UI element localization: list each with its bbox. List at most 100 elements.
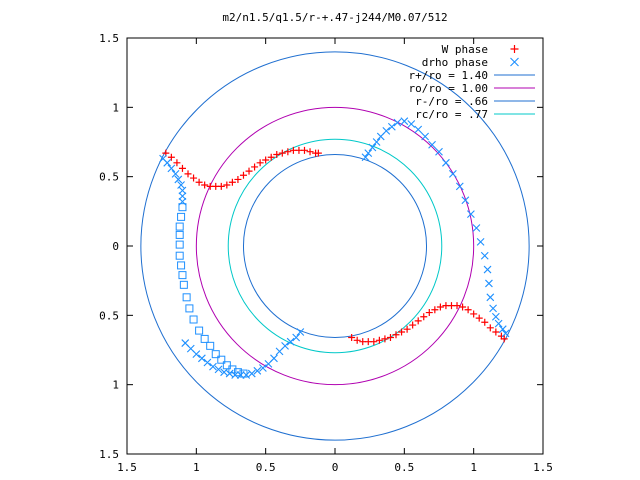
x-tick-label-3: 0 xyxy=(332,461,339,474)
point-drho-phase-34 xyxy=(372,138,381,146)
reference-circles xyxy=(140,51,530,441)
point-drho-phase-3 xyxy=(171,170,180,178)
point-w-phase-2 xyxy=(173,159,181,167)
point-square-9 xyxy=(182,293,191,302)
point-w-phase-11 xyxy=(223,181,231,189)
legend-label-5: rc/ro = .77 xyxy=(415,108,488,121)
point-drho-phase-54 xyxy=(485,279,493,288)
circle-0 xyxy=(140,51,530,441)
point-w-phase-6 xyxy=(195,178,203,186)
point-drho-phase-29 xyxy=(292,333,301,342)
point-drho-phase-14 xyxy=(209,362,217,371)
axis-ticks xyxy=(126,37,544,455)
point-square-6 xyxy=(177,261,186,270)
x-tick-label-0: 1.5 xyxy=(117,461,137,474)
circle-2 xyxy=(242,153,428,339)
point-drho-phase-30 xyxy=(296,328,305,336)
point-w-phase-43 xyxy=(425,309,433,317)
point-w-phase-30 xyxy=(353,336,361,344)
point-drho-phase-46 xyxy=(448,170,457,178)
point-square-14 xyxy=(206,341,215,350)
point-w-phase-42 xyxy=(420,313,428,321)
point-square-15 xyxy=(211,350,220,359)
point-drho-phase-21 xyxy=(247,369,256,378)
point-w-phase-54 xyxy=(486,324,494,332)
point-w-phase-41 xyxy=(414,317,422,325)
point-w-phase-26 xyxy=(306,148,314,156)
point-drho-phase-6 xyxy=(178,186,187,195)
point-drho-phase-57 xyxy=(491,312,500,321)
point-w-phase-39 xyxy=(403,325,411,333)
point-w-phase-35 xyxy=(381,335,389,343)
circle-1 xyxy=(195,106,475,386)
point-w-phase-53 xyxy=(481,318,489,326)
y-tick-label-4: 0.5 xyxy=(99,309,119,322)
point-drho-phase-28 xyxy=(286,337,295,346)
y-tick-label-5: 1 xyxy=(112,379,119,392)
circle-3 xyxy=(227,138,443,354)
point-w-phase-48 xyxy=(453,302,461,310)
point-square-17 xyxy=(222,361,231,370)
legend-label-1: drho phase xyxy=(422,56,488,69)
point-square-5 xyxy=(175,251,184,260)
point-w-phase-57 xyxy=(500,335,508,343)
point-square-13 xyxy=(200,334,209,343)
point-w-phase-17 xyxy=(256,159,264,167)
point-w-phase-22 xyxy=(284,148,292,156)
point-drho-phase-22 xyxy=(253,366,262,375)
point-drho-phase-38 xyxy=(393,118,402,127)
legend-label-4: r-/ro = .66 xyxy=(415,95,488,108)
point-square-16 xyxy=(217,355,226,364)
point-drho-phase-7 xyxy=(178,192,187,200)
point-square-12 xyxy=(195,326,204,335)
tick-labels: 1.5 1 0.5 0 0.5 1 1.51.510.500.511.5 xyxy=(99,32,553,474)
point-drho-phase-32 xyxy=(364,149,373,157)
point-w-phase-21 xyxy=(278,149,286,157)
point-drho-phase-23 xyxy=(259,364,267,372)
point-drho-phase-59 xyxy=(498,325,507,334)
point-drho-phase-1 xyxy=(163,158,172,167)
point-square-0 xyxy=(178,203,187,212)
point-drho-phase-45 xyxy=(442,158,450,167)
point-drho-phase-47 xyxy=(455,182,464,191)
point-w-phase-4 xyxy=(184,170,192,178)
point-w-phase-36 xyxy=(386,334,394,342)
point-w-phase-49 xyxy=(459,303,467,311)
point-drho-phase-42 xyxy=(421,132,430,141)
legend-label-0: W phase xyxy=(442,43,488,56)
point-w-phase-28 xyxy=(314,149,322,157)
point-drho-phase-51 xyxy=(476,237,485,246)
point-drho-phase-15 xyxy=(214,365,223,374)
point-w-phase-37 xyxy=(392,331,400,339)
point-w-phase-33 xyxy=(370,338,378,346)
point-drho-phase-4 xyxy=(174,175,183,184)
point-w-phase-20 xyxy=(273,150,281,158)
point-drho-phase-56 xyxy=(489,304,497,313)
point-w-phase-44 xyxy=(431,306,439,314)
point-w-phase-29 xyxy=(348,334,356,342)
point-drho-phase-58 xyxy=(494,319,503,328)
point-drho-phase-33 xyxy=(368,143,377,152)
point-square-18 xyxy=(228,365,237,374)
point-w-phase-40 xyxy=(409,321,417,329)
y-tick-label-3: 0 xyxy=(112,240,119,253)
point-drho-phase-60 xyxy=(501,329,510,338)
point-drho-phase-39 xyxy=(400,117,409,126)
point-drho-phase-53 xyxy=(483,265,492,274)
chart-title: m2/n1.5/q1.5/r-+.47-j244/M0.07/512 xyxy=(222,11,447,24)
point-drho-phase-55 xyxy=(486,293,495,302)
point-w-phase-34 xyxy=(375,336,383,344)
x-tick-label-5: 1 xyxy=(470,461,477,474)
point-w-phase-18 xyxy=(262,156,270,164)
point-square-4 xyxy=(175,240,184,249)
point-square-20 xyxy=(239,369,248,378)
point-drho-phase-44 xyxy=(435,147,443,156)
point-drho-phase-40 xyxy=(407,120,416,128)
point-w-phase-45 xyxy=(436,303,444,311)
point-square-1 xyxy=(177,212,186,221)
point-w-phase-51 xyxy=(470,310,478,318)
legend-label-2: r+/ro = 1.40 xyxy=(409,69,488,82)
